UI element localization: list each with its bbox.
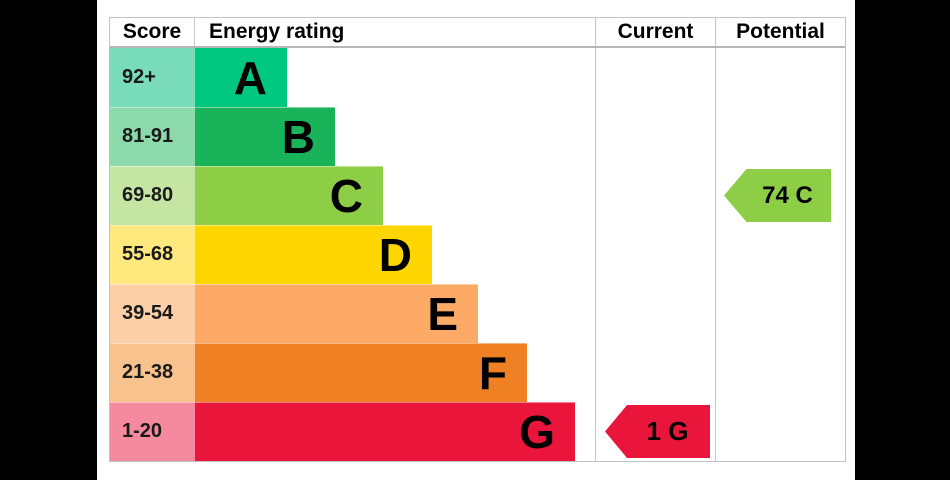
rating-bar-c: C [195,166,383,225]
potential-rating-arrow: 74 C [724,169,831,222]
score-range-d: 55-68 [110,225,195,284]
rating-bar-g: G [195,402,575,461]
band-row-b: 81-91 B [110,107,845,166]
score-range-b: 81-91 [110,107,195,166]
rating-bar-b: B [195,107,335,166]
band-row-a: 92+ A [110,48,845,107]
band-row-g: 1-20 G 1 G [110,402,845,461]
current-rating-label: 1 G [646,416,689,446]
rating-bar-f: F [195,343,527,402]
header-energy-rating: Energy rating [209,20,345,43]
epc-chart-panel: Score Energy rating Current Potential 92… [97,0,855,480]
band-letter-g: G [519,405,555,458]
band-letter-f: F [478,346,507,399]
current-rating-arrow: 1 G [605,405,710,458]
score-range-c: 69-80 [110,166,195,225]
header-current: Current [595,18,715,46]
rating-bar-d: D [195,225,432,284]
score-range-a: 92+ [110,48,195,107]
score-range-e: 39-54 [110,284,195,343]
band-letter-e: E [427,287,458,340]
band-letter-c: C [329,169,363,222]
band-letter-d: D [378,228,412,281]
header-score: Score [110,18,195,46]
score-range-g: 1-20 [110,402,195,461]
rating-bar-e: E [195,284,478,343]
band-letter-b: B [281,110,315,163]
score-range-f: 21-38 [110,343,195,402]
band-row-f: 21-38 F [110,343,845,402]
band-letter-a: A [233,51,267,104]
rating-bar-a: A [195,48,287,107]
table-header: Score Energy rating Current Potential [110,18,845,48]
epc-chart: Score Energy rating Current Potential 92… [109,17,846,462]
band-row-e: 39-54 E [110,284,845,343]
potential-rating-label: 74 C [762,181,813,209]
header-potential: Potential [715,18,845,46]
band-row-c: 69-80 C 74 C [110,166,845,225]
band-row-d: 55-68 D [110,225,845,284]
